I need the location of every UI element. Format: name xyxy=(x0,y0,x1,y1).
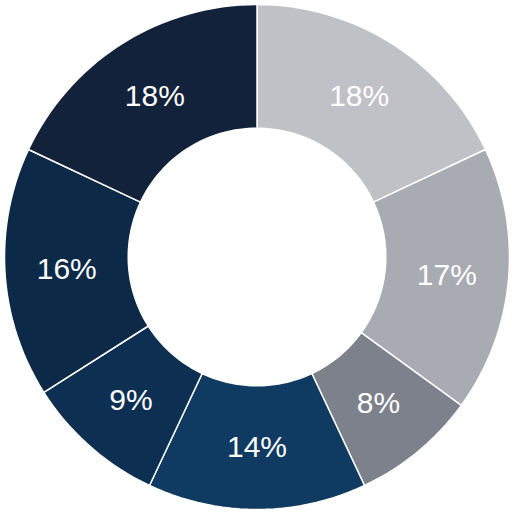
svg-text:9%: 9% xyxy=(109,383,152,416)
svg-text:17%: 17% xyxy=(417,258,477,291)
svg-text:16%: 16% xyxy=(37,252,97,285)
svg-text:14%: 14% xyxy=(227,430,287,463)
svg-text:18%: 18% xyxy=(125,79,185,112)
svg-text:18%: 18% xyxy=(329,79,389,112)
svg-text:8%: 8% xyxy=(357,386,400,419)
